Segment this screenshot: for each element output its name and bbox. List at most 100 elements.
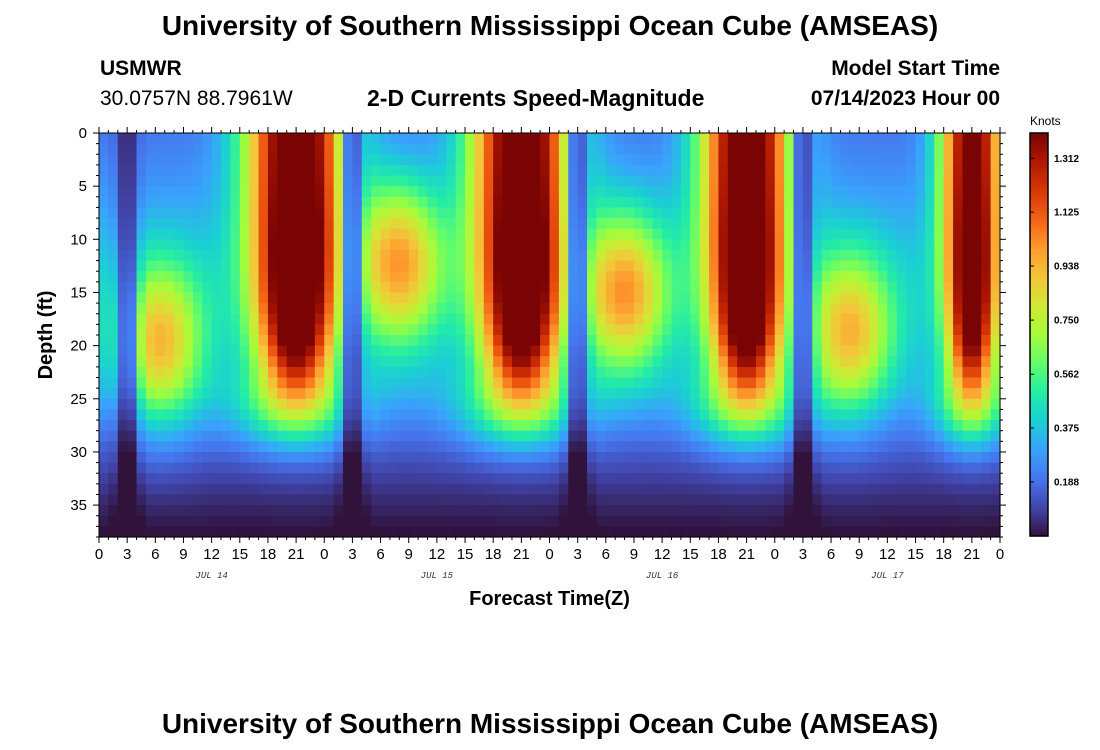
heatmap-cell	[511, 515, 522, 527]
heatmap-cell	[774, 377, 785, 389]
station-coords: 30.0757N 88.7961W	[100, 87, 293, 110]
heatmap-cell	[164, 249, 175, 262]
heatmap-cell	[643, 175, 654, 187]
heatmap-cell	[624, 398, 635, 411]
heatmap-cell	[709, 526, 720, 538]
heatmap-cell	[267, 186, 278, 198]
heatmap-cell	[831, 133, 842, 145]
heatmap-cell	[314, 218, 325, 230]
heatmap-cell	[371, 133, 382, 145]
heatmap-cell	[155, 451, 166, 464]
heatmap-cell	[680, 164, 691, 177]
heatmap-cell	[549, 154, 560, 166]
heatmap-cell	[155, 196, 166, 209]
heatmap-cell	[812, 377, 823, 389]
heatmap-cell	[436, 271, 447, 283]
x-tick-label: 15	[682, 546, 699, 563]
heatmap-cell	[633, 377, 644, 389]
heatmap-cell	[221, 526, 231, 538]
heatmap-cell	[202, 441, 213, 453]
heatmap-cell	[99, 356, 109, 368]
heatmap-cell	[183, 239, 194, 251]
heatmap-cell	[943, 398, 954, 411]
heatmap-cell	[690, 260, 701, 272]
heatmap-cell	[849, 239, 860, 251]
heatmap-cell	[145, 473, 156, 485]
heatmap-cell	[436, 260, 447, 272]
heatmap-cell	[605, 515, 616, 527]
heatmap-cell	[465, 249, 476, 262]
heatmap-cell	[164, 133, 175, 145]
x-tick-label: 3	[123, 546, 131, 563]
heatmap-cell	[127, 515, 138, 527]
colorbar-segment	[1030, 237, 1048, 242]
heatmap-cell	[934, 281, 945, 294]
heatmap-cell	[643, 494, 654, 506]
heatmap-cell	[943, 186, 954, 198]
heatmap-cell	[202, 143, 213, 155]
heatmap-cell	[511, 303, 522, 315]
heatmap-cell	[239, 388, 250, 400]
heatmap-cell	[380, 313, 391, 325]
heatmap-cell	[408, 388, 419, 400]
heatmap-cell	[877, 260, 888, 272]
heatmap-cell	[446, 133, 457, 145]
heatmap-cell	[962, 335, 973, 347]
heatmap-cell	[483, 281, 494, 294]
heatmap-cell	[493, 239, 504, 251]
heatmap-cell	[511, 398, 522, 411]
heatmap-cell	[343, 505, 354, 517]
heatmap-cell	[896, 324, 907, 336]
heatmap-cell	[483, 154, 494, 166]
heatmap-cell	[784, 526, 795, 538]
heatmap-cell	[990, 207, 1001, 219]
heatmap-cell	[418, 260, 429, 272]
heatmap-cell	[690, 366, 701, 379]
heatmap-cell	[192, 207, 203, 219]
heatmap-cell	[709, 154, 720, 166]
heatmap-cell	[868, 409, 879, 421]
colorbar-tick-label: 1.312	[1054, 154, 1079, 165]
heatmap-cell	[446, 526, 457, 538]
heatmap-cell	[192, 303, 203, 315]
heatmap-cell	[859, 292, 870, 304]
heatmap-cell	[877, 218, 888, 230]
heatmap-cell	[549, 164, 560, 177]
heatmap-cell	[915, 388, 926, 400]
heatmap-cell	[108, 281, 119, 294]
heatmap-cell	[662, 313, 673, 325]
heatmap-cell	[934, 313, 945, 325]
heatmap-cell	[774, 271, 785, 283]
heatmap-cell	[343, 324, 354, 336]
heatmap-cell	[343, 398, 354, 411]
heatmap-cell	[540, 451, 551, 464]
heatmap-cell	[230, 494, 241, 506]
heatmap-cell	[239, 409, 250, 421]
heatmap-cell	[436, 303, 447, 315]
heatmap-cell	[765, 207, 776, 219]
heatmap-cell	[221, 164, 231, 177]
heatmap-cell	[962, 228, 973, 240]
heatmap-cell	[192, 164, 203, 177]
heatmap-cell	[859, 164, 870, 177]
heatmap-cell	[277, 324, 288, 336]
heatmap-cell	[802, 303, 813, 315]
heatmap-cell	[427, 494, 438, 506]
heatmap-cell	[361, 494, 372, 506]
heatmap-cell	[774, 505, 785, 517]
heatmap-cell	[943, 462, 954, 474]
heatmap-cell	[324, 377, 335, 389]
heatmap-cell	[568, 473, 579, 485]
heatmap-cell	[812, 505, 823, 517]
heatmap-cell	[502, 526, 513, 538]
heatmap-cell	[183, 483, 194, 496]
heatmap-cell	[192, 335, 203, 347]
heatmap-cell	[709, 430, 720, 442]
heatmap-cell	[774, 451, 785, 464]
heatmap-cell	[887, 420, 898, 432]
heatmap-cell	[596, 441, 607, 453]
heatmap-cell	[117, 483, 128, 496]
heatmap-cell	[455, 281, 466, 294]
heatmap-cell	[840, 483, 851, 496]
heatmap-cell	[267, 505, 278, 517]
